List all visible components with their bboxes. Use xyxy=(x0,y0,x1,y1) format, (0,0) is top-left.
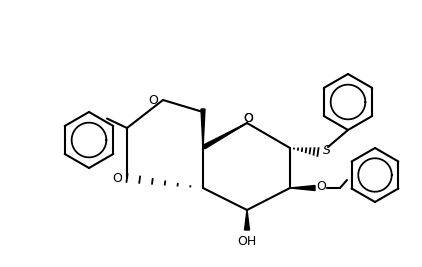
Polygon shape xyxy=(244,210,249,230)
Polygon shape xyxy=(201,109,205,148)
Text: OH: OH xyxy=(237,235,257,248)
Text: O: O xyxy=(112,171,122,184)
Text: O: O xyxy=(316,180,326,194)
Polygon shape xyxy=(203,123,247,149)
Text: O: O xyxy=(148,93,158,107)
Text: S: S xyxy=(323,144,331,158)
Text: O: O xyxy=(243,112,253,125)
Text: O: O xyxy=(243,112,253,125)
Polygon shape xyxy=(290,186,315,190)
